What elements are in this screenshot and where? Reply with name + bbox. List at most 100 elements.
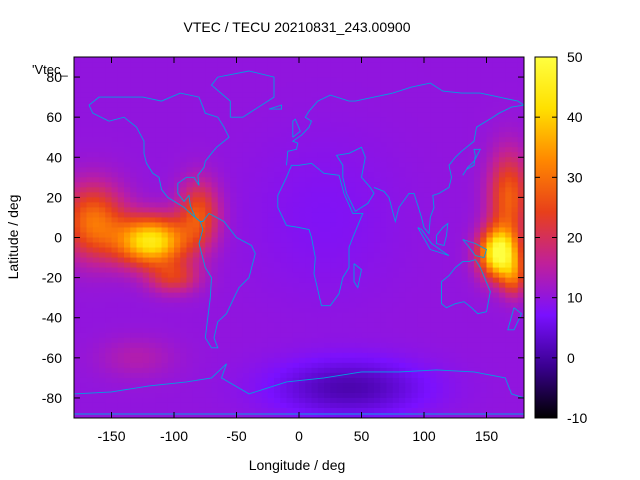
heatmap-cell [186,232,194,239]
heatmap-cell [105,332,113,339]
heatmap-cell [255,82,263,88]
heatmap-cell [105,187,113,193]
heatmap-cell [136,262,144,269]
heatmap-cell [436,302,444,309]
heatmap-cell [155,317,163,324]
heatmap-cell [355,377,363,384]
heatmap-cell [286,322,294,329]
heatmap-cell [417,132,425,138]
heatmap-cell [249,122,256,128]
heatmap-cell [267,167,275,173]
heatmap-cell [486,347,494,354]
heatmap-cell [517,102,524,108]
heatmap-cell [224,192,231,198]
heatmap-cell [161,127,169,133]
heatmap-cell [174,167,181,173]
heatmap-cell [480,397,488,404]
heatmap-cell [274,107,281,113]
heatmap-cell [267,302,275,309]
heatmap-cell [236,382,244,389]
heatmap-cell [267,262,275,269]
heatmap-cell [286,227,294,234]
heatmap-cell [499,187,506,193]
heatmap-cell [180,142,188,148]
heatmap-cell [367,322,375,329]
heatmap-cell [155,77,163,83]
heatmap-cell [317,212,325,219]
heatmap-cell [442,207,450,214]
heatmap-cell [192,217,200,224]
heatmap-cell [511,382,519,389]
heatmap-cell [86,302,94,309]
heatmap-cell [480,377,488,384]
heatmap-cell [342,287,350,294]
heatmap-cell [342,292,350,299]
heatmap-cell [180,347,188,354]
heatmap-cell [411,377,419,384]
heatmap-cell [142,167,150,173]
heatmap-cell [274,92,281,98]
heatmap-cell [324,142,331,148]
heatmap-cell [317,202,325,209]
heatmap-cell [124,317,131,324]
heatmap-cell [511,182,519,188]
heatmap-cell [417,62,425,68]
heatmap-cell [142,157,150,163]
heatmap-cell [430,327,438,334]
heatmap-cell [380,352,388,359]
heatmap-cell [136,342,144,349]
heatmap-cell [261,57,269,63]
heatmap-cell [180,392,188,399]
heatmap-cell [230,342,238,349]
heatmap-cell [161,62,169,68]
heatmap-cell [255,212,263,219]
heatmap-cell [242,172,250,178]
heatmap-cell [424,162,431,168]
heatmap-cell [299,382,306,389]
heatmap-cell [330,267,338,274]
heatmap-cell [180,247,188,254]
heatmap-cell [367,152,375,158]
heatmap-cell [286,252,294,259]
heatmap-cell [155,282,163,289]
heatmap-cell [386,102,394,108]
heatmap-cell [111,387,119,394]
heatmap-cell [117,57,125,63]
heatmap-cell [236,72,244,78]
heatmap-cell [349,377,356,384]
heatmap-cell [111,272,119,279]
heatmap-cell [305,172,313,178]
heatmap-cell [511,317,519,324]
heatmap-cell [292,277,300,284]
heatmap-cell [236,177,244,183]
heatmap-cell [199,72,206,78]
heatmap-cell [205,112,213,118]
heatmap-cell [267,212,275,219]
heatmap-cell [374,212,381,219]
heatmap-cell [192,187,200,193]
heatmap-cell [192,317,200,324]
heatmap-cell [211,287,219,294]
heatmap-cell [242,307,250,314]
heatmap-cell [267,147,275,153]
heatmap-cell [355,117,363,123]
heatmap-cell [167,77,175,83]
heatmap-cell [442,372,450,379]
heatmap-cell [155,112,163,118]
heatmap-cell [111,277,119,284]
heatmap-cell [336,342,344,349]
heatmap-cell [74,272,81,279]
heatmap-cell [392,357,400,364]
heatmap-cell [211,132,219,138]
heatmap-cell [167,177,175,183]
heatmap-cell [517,227,524,234]
heatmap-cell [449,337,456,344]
heatmap-cell [267,287,275,294]
heatmap-cell [367,177,375,183]
heatmap-cell [242,87,250,93]
heatmap-cell [336,267,344,274]
heatmap-cell [161,282,169,289]
heatmap-cell [380,192,388,198]
heatmap-cell [186,147,194,153]
heatmap-cell [442,67,450,73]
